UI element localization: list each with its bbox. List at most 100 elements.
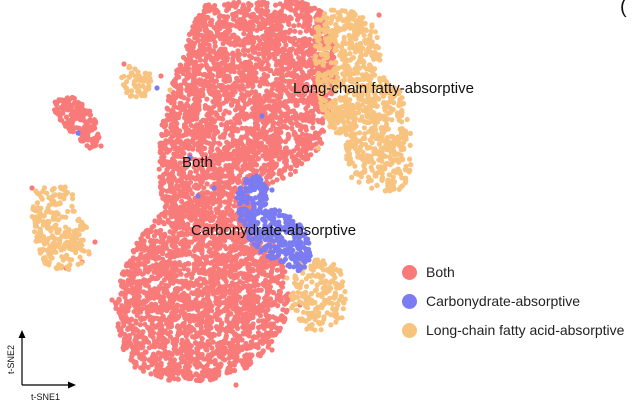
cell-point — [149, 327, 155, 333]
cell-point — [194, 364, 200, 370]
cell-point — [241, 31, 247, 37]
cell-point — [222, 199, 228, 205]
cell-point — [236, 8, 242, 15]
cell-point — [241, 105, 247, 111]
cell-point — [226, 326, 232, 332]
cell-point — [220, 256, 226, 262]
cell-point — [228, 125, 235, 131]
cell-point — [254, 27, 260, 33]
cell-point — [278, 100, 284, 106]
cell-point — [263, 8, 269, 14]
cell-point — [294, 98, 300, 104]
cell-point — [160, 297, 166, 303]
cell-point — [303, 62, 309, 68]
cell-point — [224, 156, 231, 162]
cell-point — [243, 21, 249, 27]
cell-point — [260, 66, 266, 72]
cell-point — [205, 292, 211, 298]
cell-point — [234, 99, 240, 105]
cell-point — [201, 185, 207, 191]
cell-point — [170, 304, 176, 310]
cell-point — [167, 185, 174, 191]
cell-point — [242, 294, 248, 300]
cell-point — [204, 64, 210, 70]
cell-point — [237, 25, 243, 31]
cell-point — [196, 21, 202, 27]
cell-point — [194, 90, 200, 96]
cell-point — [320, 128, 327, 134]
cell-point — [265, 46, 271, 52]
cell-point — [301, 99, 307, 105]
cell-point — [185, 376, 192, 382]
cell-point — [250, 105, 256, 112]
cell-point — [255, 4, 261, 10]
cell-point — [195, 159, 201, 165]
cell-point — [215, 206, 221, 212]
cell-point — [185, 260, 191, 266]
cell-point — [153, 354, 159, 360]
cell-point — [115, 299, 121, 305]
cell-point — [132, 263, 138, 269]
cell-point — [211, 60, 217, 66]
cell-point — [189, 41, 196, 47]
cell-point — [250, 43, 256, 50]
cell-point — [218, 309, 224, 315]
cell-point — [237, 51, 243, 58]
cell-point — [143, 290, 149, 296]
cell-point — [245, 83, 251, 89]
cell-point — [199, 140, 205, 146]
cell-point — [137, 280, 143, 286]
cell-point — [203, 55, 209, 61]
cell-point — [302, 7, 309, 14]
cell-point — [177, 111, 183, 117]
cell-point — [172, 208, 178, 214]
cell-point — [263, 310, 269, 316]
cell-point — [260, 41, 266, 47]
cell-point — [171, 376, 177, 382]
cell-point — [202, 18, 208, 24]
cell-point — [298, 123, 304, 129]
cell-point — [213, 110, 219, 116]
cell-point — [303, 153, 309, 160]
cell-point — [224, 139, 230, 145]
cell-point — [278, 154, 284, 160]
cell-point — [126, 299, 132, 305]
cell-point — [251, 261, 257, 267]
cell-point — [238, 270, 244, 276]
cell-point — [192, 72, 199, 78]
cell-point — [251, 334, 257, 340]
cell-point — [127, 263, 133, 269]
cell-point — [249, 79, 256, 85]
cell-point — [246, 270, 252, 276]
cell-point — [236, 148, 242, 154]
cell-point — [166, 377, 173, 383]
cell-point — [242, 365, 248, 371]
cell-point — [285, 105, 291, 112]
cell-point — [288, 164, 294, 170]
cell-point — [225, 84, 231, 90]
cell-point — [194, 278, 200, 284]
cell-point — [199, 210, 205, 216]
cell-point — [232, 42, 238, 48]
cell-point — [118, 278, 124, 284]
cell-point — [205, 190, 211, 196]
cell-point — [211, 175, 217, 181]
cell-point — [163, 245, 169, 251]
cell-point — [273, 51, 279, 57]
cell-point — [180, 172, 186, 178]
cell-point — [197, 81, 203, 87]
cell-point — [197, 283, 204, 289]
cell-point — [236, 65, 242, 71]
cell-point — [201, 83, 207, 89]
cell-point — [264, 58, 270, 64]
cell-point — [257, 83, 263, 89]
cell-point — [187, 49, 193, 55]
cell-point — [279, 267, 285, 273]
cell-point — [195, 38, 201, 44]
cell-point — [280, 74, 286, 80]
cell-point — [265, 97, 271, 103]
cell-point — [282, 139, 289, 145]
cell-point — [288, 116, 294, 122]
cell-point — [229, 86, 235, 92]
cell-point — [229, 133, 235, 139]
